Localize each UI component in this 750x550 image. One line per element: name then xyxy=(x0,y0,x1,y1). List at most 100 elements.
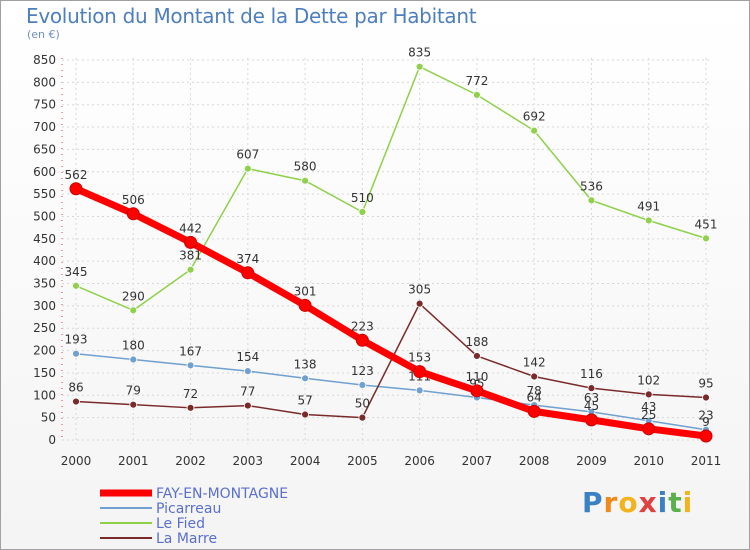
x-tick-label: 2008 xyxy=(519,454,550,468)
data-label: 562 xyxy=(65,168,88,182)
data-point xyxy=(587,384,596,393)
data-point xyxy=(241,266,255,280)
data-label: 374 xyxy=(236,252,259,266)
data-label: 607 xyxy=(236,148,259,162)
data-label: 86 xyxy=(68,381,83,395)
y-tick-label: 850 xyxy=(33,53,56,67)
data-label: 25 xyxy=(641,408,656,422)
legend-item-fay-en-montagne: FAY-EN-MONTAGNE xyxy=(100,486,288,502)
data-label: 116 xyxy=(580,367,603,381)
data-label: 79 xyxy=(126,384,141,398)
data-label: 180 xyxy=(122,339,145,353)
data-point xyxy=(186,403,195,412)
data-label: 45 xyxy=(584,399,599,413)
data-point xyxy=(642,422,656,436)
data-label: 381 xyxy=(179,249,202,263)
x-tick-label: 2004 xyxy=(290,454,321,468)
data-label: 23 xyxy=(698,409,713,423)
y-tick-label: 350 xyxy=(33,277,56,291)
series-fay-en-montagne: 562 506 442 374 301 223 153 110 64 45 25 9 xyxy=(65,168,713,443)
data-point xyxy=(298,298,312,312)
data-label: 692 xyxy=(523,110,546,124)
data-point xyxy=(413,365,427,379)
logo-letter: r xyxy=(603,486,619,519)
data-point xyxy=(243,367,252,376)
data-point xyxy=(129,355,138,364)
chart-title: Evolution du Montant de la Dette par Hab… xyxy=(26,4,477,28)
y-tick-label: 500 xyxy=(33,209,56,223)
series-la-marre: 86 79 72 77 57 50 305 188 142 116 102 95 xyxy=(68,283,714,422)
data-label: 193 xyxy=(65,333,88,347)
data-point xyxy=(72,281,80,290)
x-tick-label: 2009 xyxy=(576,454,607,468)
proxiti-logo: Proxiti xyxy=(582,486,693,519)
legend-item-la-marre: La Marre xyxy=(100,531,217,547)
y-tick-label: 400 xyxy=(33,254,56,268)
data-point xyxy=(186,265,195,274)
y-tick-label: 250 xyxy=(33,321,56,335)
data-label: 580 xyxy=(294,160,317,174)
data-point xyxy=(358,381,367,389)
data-point xyxy=(530,126,539,135)
y-tick-label: 600 xyxy=(33,165,56,179)
logo-letter: x xyxy=(638,486,658,519)
data-label: 64 xyxy=(527,390,542,404)
y-tick-label: 50 xyxy=(41,411,56,425)
series-picarreau: 1931801671541381231119578634323 xyxy=(65,333,714,434)
data-label: 506 xyxy=(122,193,145,207)
data-point xyxy=(358,413,367,422)
data-label: 188 xyxy=(465,335,488,349)
data-point xyxy=(129,400,138,409)
series-line xyxy=(75,352,707,431)
data-label: 142 xyxy=(523,356,546,370)
y-tick-label: 0 xyxy=(48,433,56,447)
logo-letter: t xyxy=(668,486,683,519)
data-point xyxy=(473,90,481,99)
data-point xyxy=(301,410,309,419)
data-point xyxy=(129,306,138,315)
legend-item-picarreau: Picarreau xyxy=(100,501,221,517)
data-label: 451 xyxy=(695,217,718,231)
series-line xyxy=(75,65,707,312)
legend-label: FAY-EN-MONTAGNE xyxy=(156,486,288,502)
series-line xyxy=(75,302,707,419)
data-point xyxy=(702,393,710,402)
logo-letter: i xyxy=(657,486,669,519)
x-tick-label: 2005 xyxy=(347,454,378,468)
data-label: 442 xyxy=(179,221,202,235)
data-label: 305 xyxy=(408,283,431,297)
data-point xyxy=(126,207,140,221)
chart-subtitle: (en €) xyxy=(27,28,60,41)
y-tick-label: 100 xyxy=(33,388,56,402)
data-point xyxy=(587,196,596,205)
data-label: 77 xyxy=(240,385,255,399)
data-point xyxy=(243,164,252,173)
data-label: 223 xyxy=(351,319,374,333)
data-label: 835 xyxy=(408,46,431,60)
data-label: 72 xyxy=(183,387,198,401)
legend-item-le-fied: Le Fied xyxy=(100,516,205,532)
legend-label: La Marre xyxy=(156,531,217,547)
y-tick-label: 700 xyxy=(33,120,56,134)
data-label: 9 xyxy=(702,415,710,429)
y-tick-label: 550 xyxy=(33,187,56,201)
data-point xyxy=(473,352,481,360)
data-point xyxy=(470,384,484,398)
data-label: 78 xyxy=(527,384,542,398)
data-point xyxy=(644,216,653,225)
y-tick-label: 200 xyxy=(33,344,56,358)
x-tick-label: 2002 xyxy=(175,454,206,468)
x-tick-label: 2010 xyxy=(633,454,664,468)
x-tick-label: 2007 xyxy=(462,454,493,468)
data-label: 491 xyxy=(637,199,660,213)
data-point xyxy=(702,234,710,243)
data-point xyxy=(415,299,424,308)
series-le-fied: 345 290 381 607 580 510 835 772 692 536 491 451 xyxy=(65,46,718,315)
data-point xyxy=(358,208,367,216)
data-label: 57 xyxy=(297,394,312,408)
logo-letter: i xyxy=(682,486,694,519)
legend-label: Le Fied xyxy=(156,516,205,532)
data-label: 43 xyxy=(641,400,656,414)
